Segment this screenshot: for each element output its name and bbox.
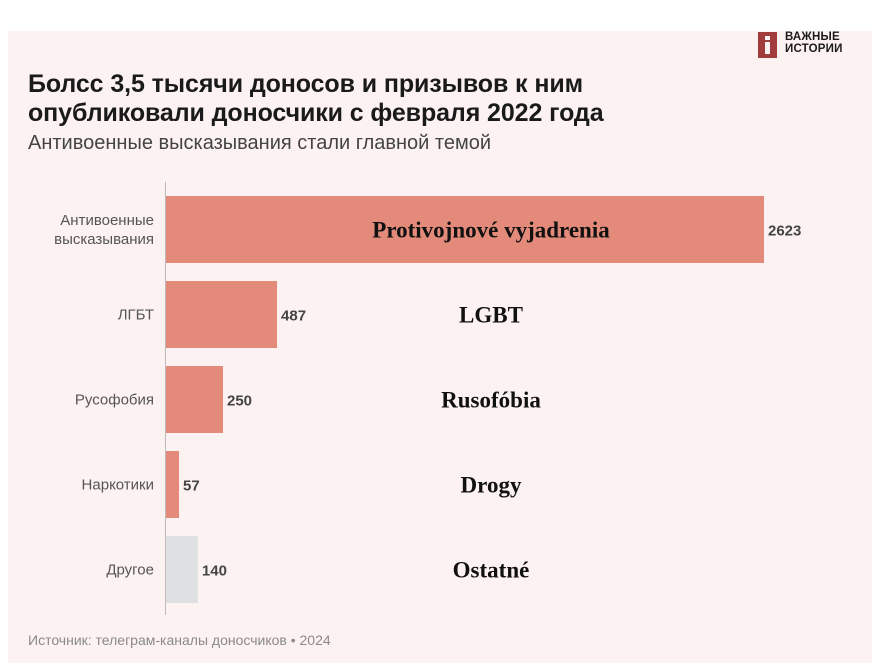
value-label-2: 250 [227,393,252,410]
overlay-label-2: Rusofóbia [441,388,541,413]
bar-1 [166,281,278,348]
category-label-1: ЛГБТ [118,307,154,324]
logo-line-2: ИСТОРИИ [785,43,843,55]
bar-3 [166,451,179,518]
category-label-4: Другое [106,562,154,579]
title-line-1: Болсс 3,5 тысячи доносов и призывов к ни… [28,70,583,98]
value-label-0: 2623 [768,223,801,240]
category-label-0: Антивоенные высказывания [54,212,154,248]
title-line-2: опубликовали доносчики с февраля 2022 го… [28,99,604,127]
chart-subtitle: Антивоенные высказывания стали главной т… [28,132,491,154]
chart-card [8,31,872,663]
overlay-label-3: Drogy [461,473,522,498]
logo-text: ВАЖНЫЕ ИСТОРИИ [785,31,843,55]
value-label-3: 57 [183,478,200,495]
category-label-3: Наркотики [82,477,154,494]
logo-i-icon [758,32,777,58]
brand-logo: ВАЖНЫЕ ИСТОРИИ [758,31,843,58]
value-label-4: 140 [202,563,227,580]
overlay-label-0: Protivojnové vyjadrenia [372,218,610,243]
category-label-2: Русофобия [75,392,154,409]
source-note: Источник: телеграм-каналы доносчиков • 2… [28,632,331,648]
value-label-1: 487 [281,308,306,325]
overlay-label-4: Ostatné [453,558,530,583]
chart-title: Болсс 3,5 тысячи доносов и призывов к ни… [28,70,604,128]
bar-2 [166,366,223,433]
bar-0 [166,196,764,263]
logo-line-1: ВАЖНЫЕ [785,31,840,43]
overlay-label-1: LGBT [459,303,523,328]
bar-4 [166,536,198,603]
